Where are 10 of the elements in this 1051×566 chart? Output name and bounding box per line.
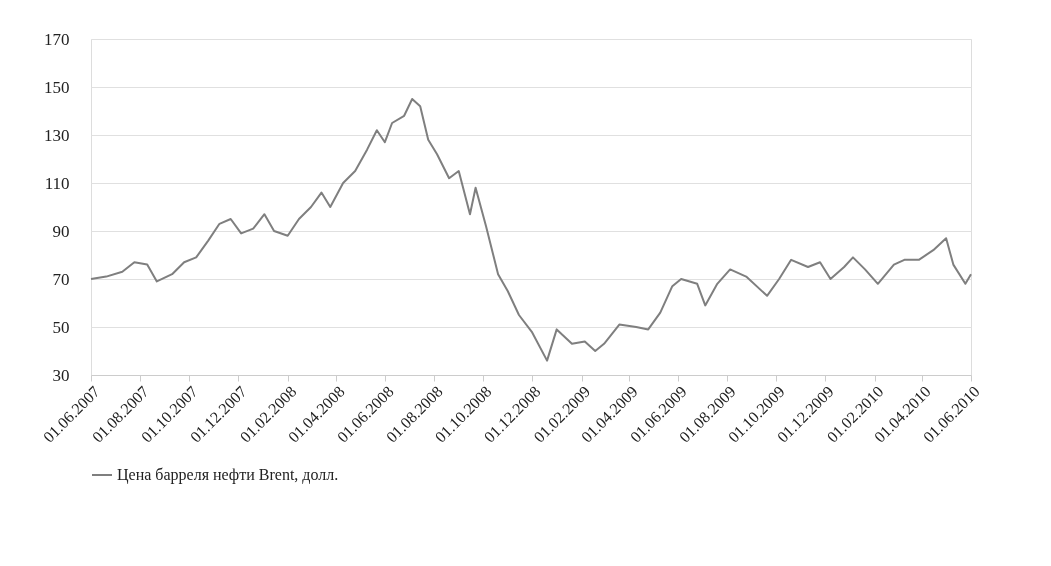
line-series: [90, 98, 972, 362]
y-tick-label: 130: [44, 125, 70, 145]
y-tick-label: 30: [52, 365, 70, 385]
y-tick-label: 170: [44, 29, 70, 49]
y-tick-label: 110: [44, 173, 70, 193]
legend-label: Цена барреля нефти Brent, долл.: [117, 466, 339, 484]
y-tick-label: 90: [52, 221, 70, 241]
y-tick-label: 150: [44, 77, 70, 97]
y-tick-label: 70: [52, 269, 70, 289]
y-tick-label: 50: [52, 317, 70, 337]
